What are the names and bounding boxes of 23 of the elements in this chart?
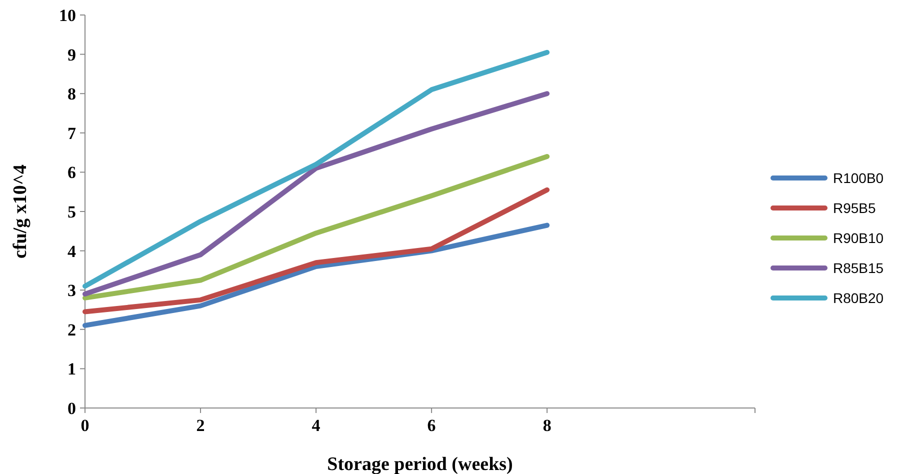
- y-tick-label: 9: [68, 45, 76, 64]
- y-tick-label: 2: [68, 320, 76, 340]
- y-tick-label: 1: [68, 360, 76, 379]
- y-tick-label: 7: [68, 124, 76, 143]
- legend-label: R95B5: [833, 200, 876, 216]
- y-tick-label: 6: [68, 163, 76, 182]
- legend-label: R100B0: [833, 170, 884, 186]
- y-tick-label: 5: [68, 202, 76, 222]
- x-tick-label: 4: [312, 416, 321, 435]
- x-tick-label: 2: [196, 416, 205, 435]
- legend-label: R85B15: [833, 260, 884, 276]
- y-tick-label: 3: [68, 281, 76, 300]
- legend-label: R80B20: [833, 290, 884, 306]
- x-tick-label: 8: [542, 416, 552, 435]
- y-axis-title: cfu/g x10^4: [10, 164, 31, 258]
- x-axis-title: Storage period (weeks): [327, 454, 513, 474]
- y-tick-label: 0: [68, 398, 76, 418]
- y-tick-label: 8: [68, 84, 76, 104]
- legend-label: R90B10: [833, 230, 884, 246]
- x-tick-label: 6: [427, 416, 436, 435]
- y-tick-label: 10: [59, 6, 76, 25]
- y-tick-label: 4: [68, 242, 76, 261]
- x-tick-label: 0: [80, 416, 90, 435]
